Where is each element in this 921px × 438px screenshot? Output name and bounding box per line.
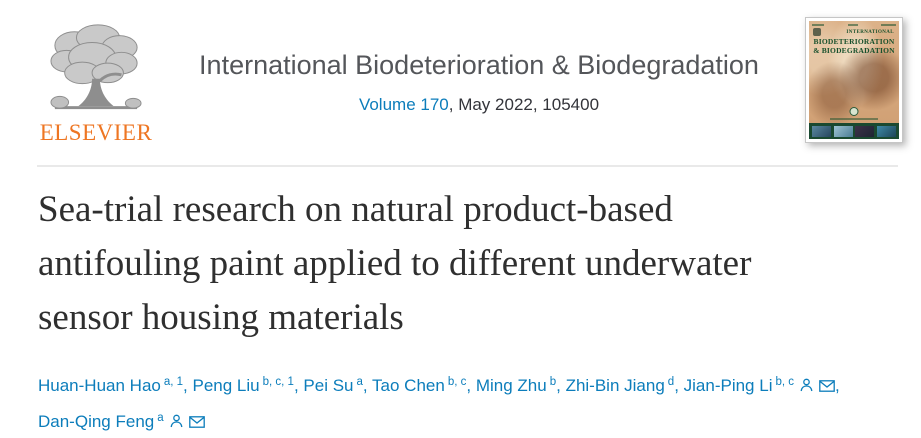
author-link[interactable]: Zhi-Bin Jiang [565, 376, 665, 395]
cover-photo-strip [809, 123, 899, 139]
author-link[interactable]: Jian-Ping Li [683, 376, 773, 395]
author-list: Huan-Huan Hao a, 1, Peng Liu b, c, 1, Pei … [38, 369, 840, 438]
article-title-line: antifouling paint applied to different u… [38, 243, 752, 284]
author-separator: , [466, 376, 476, 395]
volume-link[interactable]: Volume 170 [358, 95, 449, 114]
article-title-line: sensor housing materials [38, 297, 404, 338]
cover-emblem-icon [849, 107, 859, 116]
journal-cover-art: INTERNATIONAL BIODETERIORATION & BIODEGR… [809, 21, 899, 139]
author-affiliation-sup: d [667, 375, 675, 388]
elsevier-wordmark: ELSEVIER [39, 120, 153, 145]
author-link[interactable]: Pei Su [303, 376, 354, 395]
volume-issue-line: Volume 170, May 2022, 105400 [158, 95, 800, 115]
author-entry: Huan-Huan Hao a, 1, [38, 375, 193, 396]
cover-logo-mark [813, 28, 821, 36]
author-affiliation-sup: b [549, 375, 557, 388]
author-affiliation-sup: a [157, 411, 164, 424]
header-divider [37, 165, 898, 167]
author-link[interactable]: Tao Chen [372, 376, 445, 395]
author-affiliation-sup: b, c, 1 [262, 375, 294, 388]
author-separator: , [674, 376, 684, 395]
journal-cover-thumbnail[interactable]: INTERNATIONAL BIODETERIORATION & BIODEGR… [805, 17, 903, 143]
author-entry: Ming Zhu b, [475, 375, 566, 396]
author-separator: , [183, 376, 193, 395]
author-link[interactable]: Ming Zhu [475, 376, 547, 395]
author-affiliation-sup: a, 1 [163, 375, 184, 388]
issue-info: , May 2022, 105400 [448, 95, 600, 114]
email-envelope-icon[interactable] [819, 380, 835, 392]
corresponding-author-person-icon[interactable] [800, 378, 813, 392]
journal-title-link[interactable]: International Biodeterioration & Biodegr… [199, 50, 759, 80]
journal-header: International Biodeterioration & Biodegr… [158, 50, 800, 115]
author-separator: , [556, 376, 566, 395]
author-entry: Zhi-Bin Jiang d, [565, 375, 684, 396]
author-line-1: Huan-Huan Hao a, 1, Peng Liu b, c, 1, Pei … [38, 369, 840, 405]
author-affiliation-sup: b, c [775, 375, 795, 388]
author-affiliation-sup: a [356, 375, 363, 388]
author-entry: Jian-Ping Li b, c, [683, 375, 840, 396]
cover-masthead-small: INTERNATIONAL [846, 30, 894, 35]
cover-caption-bar [830, 118, 878, 120]
author-affiliation-sup: b, c [447, 375, 467, 388]
article-title-line: Sea-trial research on natural product-ba… [38, 189, 673, 230]
author-entry: Peng Liu b, c, 1, [192, 375, 304, 396]
cover-masthead-line1: BIODETERIORATION [813, 37, 895, 46]
cover-meta-bars [812, 24, 896, 26]
article-title: Sea-trial research on natural product-ba… [38, 183, 751, 345]
elsevier-tree-icon [50, 24, 142, 110]
author-line-2: Dan-Qing Feng a [38, 405, 840, 438]
author-link[interactable]: Huan-Huan Hao [38, 376, 161, 395]
author-entry: Dan-Qing Feng a [38, 412, 205, 431]
email-envelope-icon[interactable] [188, 416, 205, 428]
author-link[interactable]: Peng Liu [192, 376, 260, 395]
author-entry: Tao Chen b, c, [372, 375, 476, 396]
author-separator: , [293, 376, 304, 395]
author-entry: Pei Su a, [303, 375, 373, 396]
corresponding-author-person-icon[interactable] [170, 414, 183, 428]
author-link[interactable]: Dan-Qing Feng [38, 412, 155, 431]
cover-masthead-line2: & BIODEGRADATION [813, 46, 895, 55]
author-separator: , [362, 376, 373, 395]
elsevier-logo[interactable]: ELSEVIER [33, 20, 159, 146]
author-separator: , [835, 376, 840, 395]
